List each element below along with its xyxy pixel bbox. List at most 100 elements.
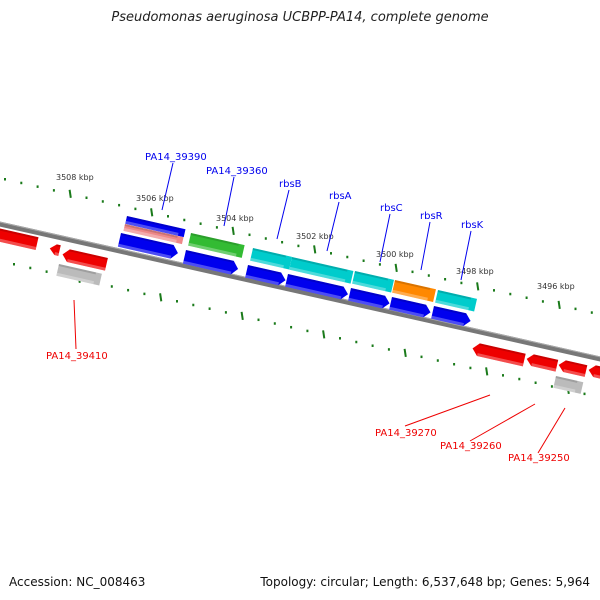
gene-PA14_39410-feature[interactable] (56, 264, 102, 286)
outer-scale-major-tick (557, 300, 561, 310)
inner-scale-minor-tick (208, 307, 211, 310)
label-leader-line (460, 230, 472, 281)
gene-PA14_39390-feature[interactable] (125, 216, 186, 238)
inner-scale-minor-tick (355, 340, 358, 344)
inner-scale-minor-tick (436, 359, 439, 362)
gene-reverse[interactable] (0, 224, 39, 250)
inner-scale-minor-tick (273, 322, 276, 325)
tick-label: 3498 kbp (456, 267, 494, 276)
inner-scale-minor-tick (192, 303, 195, 307)
gene-PA14_39260[interactable] (525, 353, 559, 372)
gene-label-forward[interactable]: PA14_39390 (145, 152, 207, 163)
accession-text: Accession: NC_008463 (9, 575, 146, 589)
inner-scale-minor-tick (420, 355, 423, 359)
outer-scale-minor-tick (281, 240, 284, 244)
outer-scale-minor-tick (378, 263, 381, 266)
gene-label-forward[interactable]: rbsK (461, 220, 484, 231)
gene-rbsK-feature[interactable] (435, 290, 478, 312)
outer-scale-minor-tick (297, 244, 300, 248)
inner-scale-minor-tick (339, 337, 341, 340)
outer-scale-minor-tick (574, 307, 577, 311)
outer-scale-minor-tick (411, 270, 414, 274)
tick-label: 3502 kbp (296, 232, 334, 241)
gene-rbsA-feature[interactable] (289, 257, 354, 284)
gene-reverse[interactable] (61, 248, 108, 271)
outer-scale-minor-tick (85, 196, 88, 200)
gene-PA14_39270[interactable] (471, 342, 526, 367)
outer-scale-minor-tick (199, 222, 202, 225)
gene-PA14_39390[interactable] (117, 233, 180, 260)
gene-rbsB-feature[interactable] (250, 248, 293, 270)
inner-scale-minor-tick (13, 263, 15, 266)
outer-scale-minor-tick (460, 281, 463, 285)
label-leader-line (404, 394, 491, 427)
gene-label-forward[interactable]: PA14_39360 (206, 166, 268, 177)
inner-scale-minor-tick (371, 344, 374, 347)
outer-scale-minor-tick (264, 237, 267, 240)
gene-label-reverse[interactable]: PA14_39250 (508, 453, 570, 464)
gene-rbsK-cds[interactable] (431, 306, 472, 327)
gene-label-reverse[interactable]: PA14_39260 (440, 441, 502, 452)
inner-scale-minor-tick (306, 329, 309, 333)
gene-reverse[interactable] (587, 364, 600, 382)
outer-scale-minor-tick (36, 185, 39, 188)
inner-scale-minor-tick (290, 325, 293, 329)
gene-rbsR-feature[interactable] (392, 280, 436, 302)
inner-scale-minor-tick (518, 377, 521, 381)
inner-scale-major-tick (322, 330, 326, 339)
outer-scale-minor-tick (248, 233, 251, 237)
tick-label: 3500 kbp (376, 250, 414, 259)
outer-scale-minor-tick (20, 181, 23, 185)
gene-rbsC-feature[interactable] (352, 271, 395, 293)
label-leader-line (73, 299, 77, 350)
label-leader-line (326, 201, 340, 252)
tick-label: 3506 kbp (136, 194, 174, 203)
outer-scale-major-tick (68, 189, 72, 198)
inner-scale-minor-tick (534, 381, 537, 385)
outer-scale-minor-tick (167, 215, 169, 218)
gene-label-forward[interactable]: rbsC (380, 203, 403, 214)
outer-scale-minor-tick (52, 189, 55, 192)
gene-PA14_39250[interactable] (557, 359, 588, 377)
label-leader-line (379, 213, 391, 263)
inner-scale-minor-tick (45, 270, 48, 273)
label-leader-line (537, 407, 566, 454)
gene-rbsA-cds[interactable] (285, 274, 349, 301)
gene-label-reverse[interactable]: PA14_39270 (375, 428, 437, 439)
inner-scale-minor-tick (502, 374, 504, 377)
inner-scale-minor-tick (29, 266, 32, 270)
outer-scale-minor-tick (134, 207, 137, 211)
outer-scale-minor-tick (215, 226, 218, 229)
genome-summary-text: Topology: circular; Length: 6,537,648 bp… (260, 575, 590, 589)
gene-PA14_39390-feature-pink[interactable] (123, 224, 184, 245)
inner-scale-minor-tick (176, 300, 178, 303)
gene-PA14_39360[interactable] (182, 249, 240, 276)
gene-label-forward[interactable]: rbsR (420, 211, 443, 222)
outer-scale-major-tick (394, 263, 398, 273)
inner-scale-minor-tick (110, 285, 113, 288)
gene-label-forward[interactable]: rbsB (279, 179, 302, 190)
outer-scale-minor-tick (101, 200, 104, 203)
inner-scale-minor-tick (127, 288, 130, 292)
label-leader-line (161, 162, 174, 211)
inner-scale-minor-tick (387, 348, 390, 351)
gene-reverse[interactable] (49, 243, 61, 256)
gene-rbsR-cds[interactable] (389, 297, 432, 319)
outer-scale-major-tick (150, 208, 154, 217)
gene-label-reverse[interactable]: PA14_39410 (46, 351, 108, 362)
inner-scale-minor-tick (583, 392, 586, 396)
outer-scale-minor-tick (541, 300, 544, 303)
inner-scale-minor-tick (143, 292, 146, 296)
inner-scale-minor-tick (257, 318, 260, 322)
gene-PA14_39360-feature[interactable] (188, 233, 245, 258)
gene-label-forward[interactable]: rbsA (329, 191, 352, 202)
outer-scale-minor-tick (493, 289, 495, 292)
label-leader-line (223, 176, 235, 227)
label-leader-line (420, 221, 431, 271)
inner-scale-minor-tick (469, 366, 472, 370)
gene-PA14_39250-feature[interactable] (553, 376, 584, 394)
gene-rbsB-cds[interactable] (245, 265, 287, 287)
gene-rbsC-cds[interactable] (348, 288, 391, 310)
